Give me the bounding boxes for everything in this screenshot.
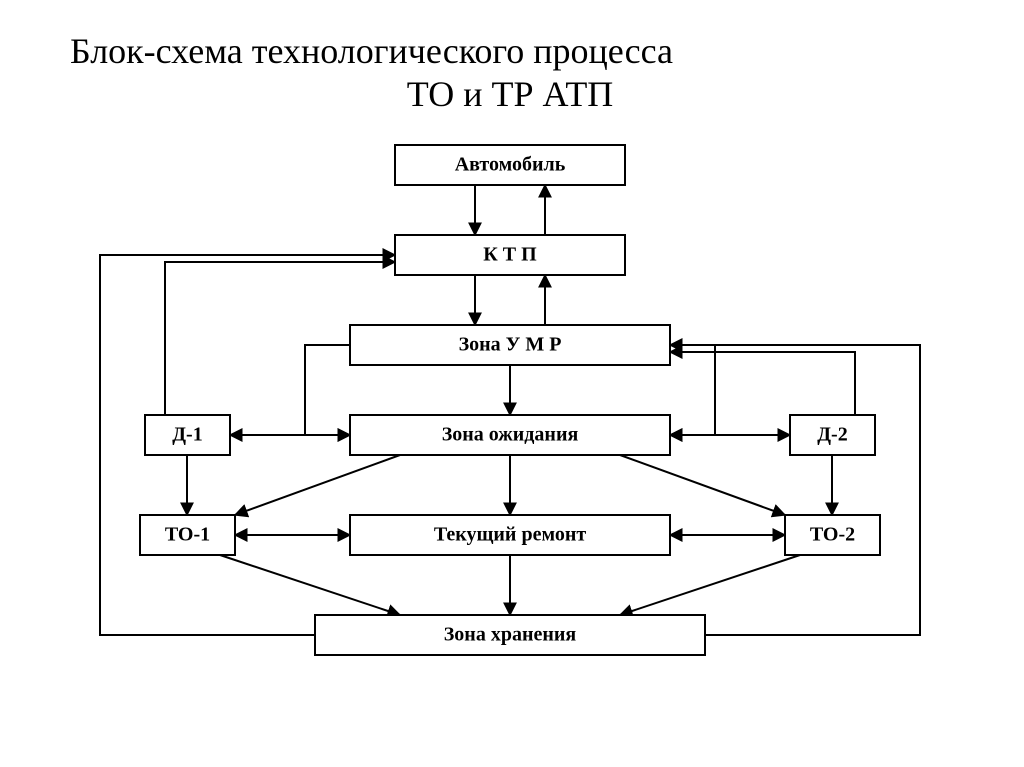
node-label-repair: Текущий ремонт xyxy=(434,524,587,546)
node-storage: Зона хранения xyxy=(315,615,705,655)
node-auto: Автомобиль xyxy=(395,145,625,185)
node-d2: Д-2 xyxy=(790,415,875,455)
edge-wait-to2 xyxy=(620,455,785,515)
node-label-d2: Д-2 xyxy=(817,424,847,446)
edge-d2-top-umr-right2 xyxy=(670,352,855,415)
node-wait: Зона ожидания xyxy=(350,415,670,455)
node-label-d1: Д-1 xyxy=(172,424,202,446)
edge-wait-to1 xyxy=(235,455,400,515)
node-d1: Д-1 xyxy=(145,415,230,455)
node-to2: ТО-2 xyxy=(785,515,880,555)
node-label-ktp: К Т П xyxy=(483,244,537,266)
node-label-to1: ТО-1 xyxy=(165,524,210,546)
node-label-to2: ТО-2 xyxy=(810,524,855,546)
edge-to2-storage xyxy=(620,555,800,615)
node-umr: Зона У М Р xyxy=(350,325,670,365)
flowchart-diagram: Автомобиль К Т П Зона У М Р Зона ожидания Д-… xyxy=(0,0,1024,767)
edge-to1-storage xyxy=(220,555,400,615)
node-ktp: К Т П xyxy=(395,235,625,275)
node-label-wait: Зона ожидания xyxy=(442,424,579,446)
node-repair: Текущий ремонт xyxy=(350,515,670,555)
edge-storage-right-umr-right xyxy=(670,345,920,635)
page: Блок-схема технологического процесса ТО … xyxy=(0,0,1024,767)
node-label-storage: Зона хранения xyxy=(444,624,577,646)
edge-umr-left-wait-left xyxy=(305,345,350,435)
node-label-auto: Автомобиль xyxy=(455,154,566,176)
node-label-umr: Зона У М Р xyxy=(459,334,562,356)
node-to1: ТО-1 xyxy=(140,515,235,555)
edge-umr-right-wait-right xyxy=(670,345,715,435)
